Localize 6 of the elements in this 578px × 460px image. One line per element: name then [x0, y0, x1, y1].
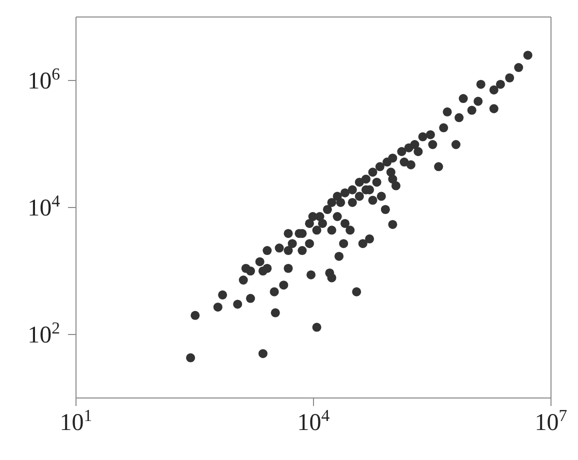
y-tick-label: 10$^{4}$: [28, 191, 61, 222]
x-tick-label: 10$^{4}$: [297, 406, 330, 436]
y-tick-label: 10$^{6}$: [28, 64, 60, 94]
x-tick-label: 10$^{7}$: [534, 406, 568, 436]
x-tick-label: 10$^{1}$: [60, 406, 92, 436]
y-tick-label: 10$^{2}$: [28, 318, 60, 348]
